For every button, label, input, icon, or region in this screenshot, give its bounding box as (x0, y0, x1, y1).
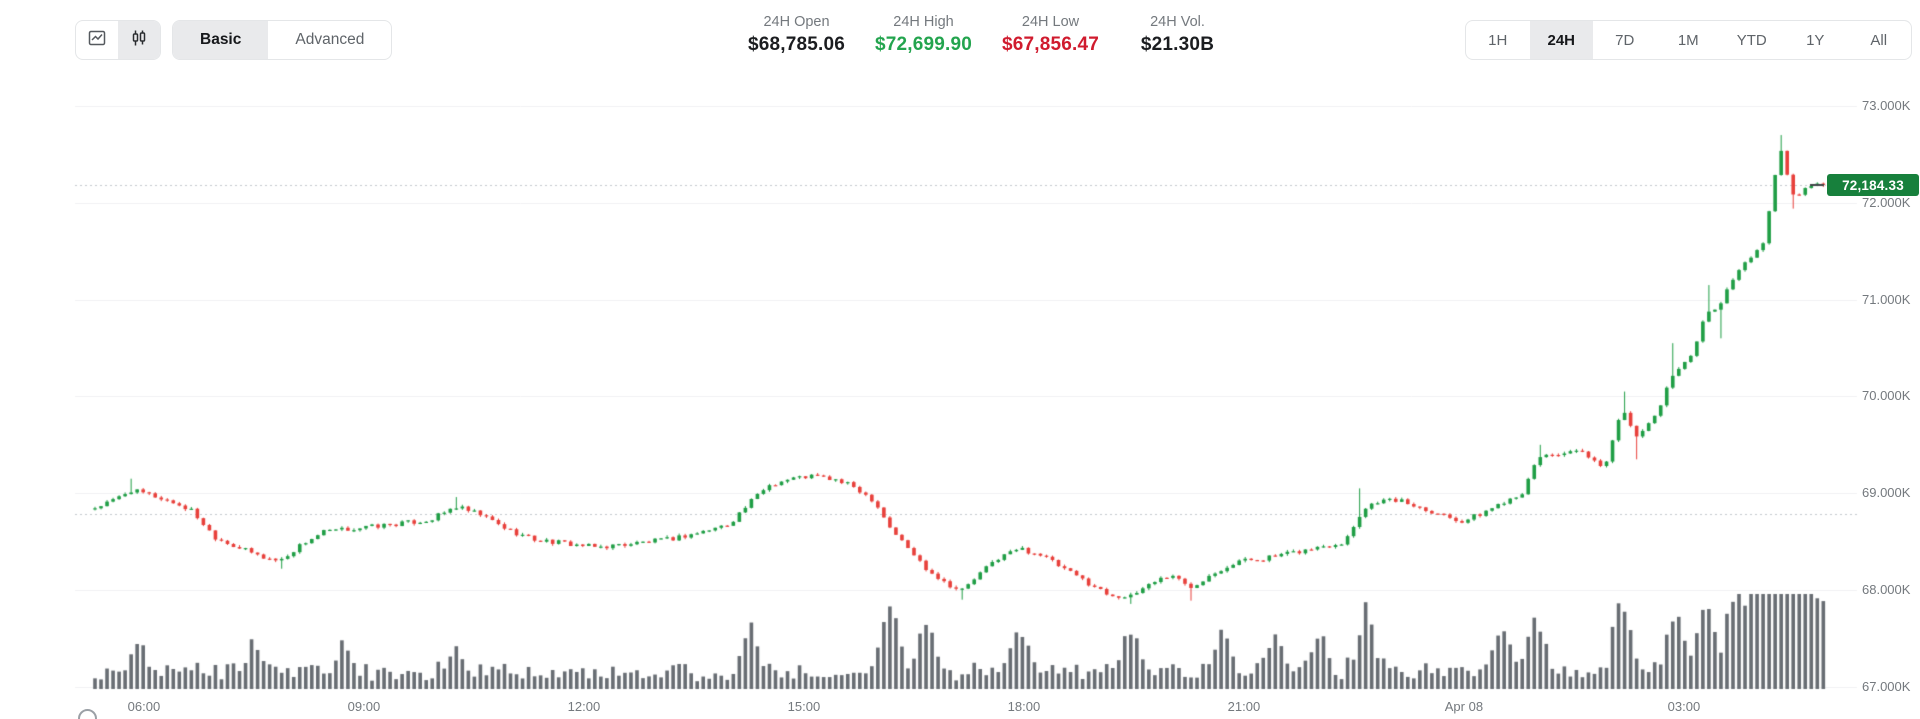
stat-open-label: 24H Open (763, 14, 830, 30)
range-ytd-button[interactable]: YTD (1720, 21, 1784, 59)
candlestick-style-button[interactable] (118, 21, 160, 59)
range-7d-button[interactable]: 7D (1593, 21, 1657, 59)
stats-row: 24H Open $68,785.06 24H High $72,699.90 … (733, 14, 1241, 56)
stat-volume-value: $21.30B (1140, 34, 1215, 55)
stat-volume: 24H Vol. $21.30B (1114, 14, 1241, 56)
chart-header: Basic Advanced 24H Open $68,785.06 24H H… (0, 0, 1920, 72)
range-all-button[interactable]: All (1847, 21, 1911, 59)
range-1m-button[interactable]: 1M (1657, 21, 1721, 59)
stat-high: 24H High $72,699.90 (860, 14, 987, 56)
mode-toggle: Basic Advanced (172, 20, 393, 60)
line-chart-icon (87, 28, 107, 52)
stat-low-label: 24H Low (1021, 14, 1080, 30)
line-chart-style-button[interactable] (76, 21, 118, 59)
range-1y-button[interactable]: 1Y (1784, 21, 1848, 59)
chart-reset-icon[interactable] (78, 709, 97, 719)
stat-open-value: $68,785.06 (747, 34, 846, 55)
stat-low-value: $67,856.47 (1001, 34, 1100, 55)
stat-high-label: 24H High (893, 14, 954, 30)
stat-low: 24H Low $67,856.47 (987, 14, 1114, 56)
range-24h-button[interactable]: 24H (1529, 21, 1593, 59)
chart-style-toggle (75, 20, 161, 60)
stat-open: 24H Open $68,785.06 (733, 14, 860, 56)
stat-volume-label: 24H Vol. (1150, 14, 1205, 30)
stat-high-value: $72,699.90 (874, 34, 973, 55)
time-range-toggle: 1H 24H 7D 1M YTD 1Y All (1465, 20, 1912, 60)
basic-mode-button[interactable]: Basic (173, 21, 269, 59)
last-price-badge: 72,184.33 (1827, 174, 1919, 196)
candlestick-icon (129, 28, 149, 52)
range-1h-button[interactable]: 1H (1466, 21, 1530, 59)
advanced-mode-button[interactable]: Advanced (268, 21, 391, 59)
